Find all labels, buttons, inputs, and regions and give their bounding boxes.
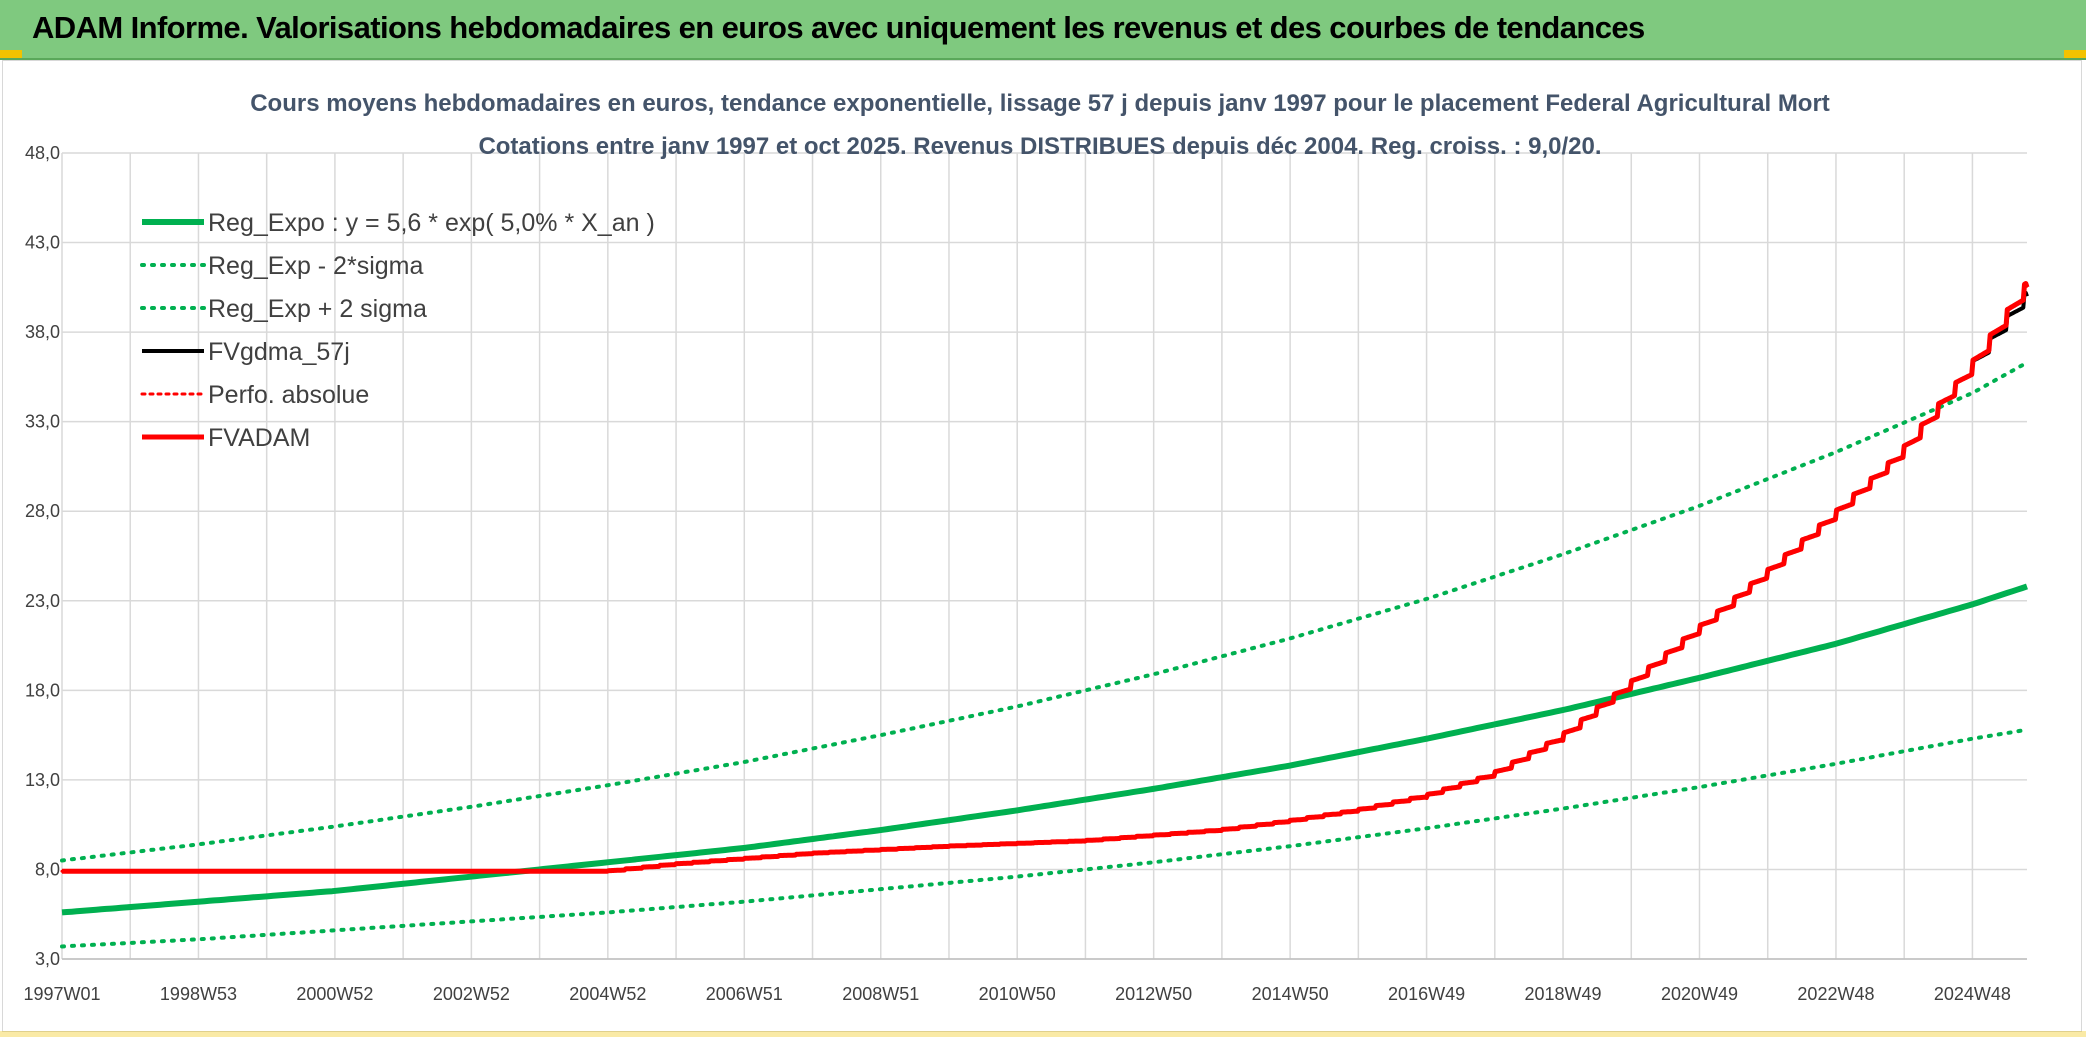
legend: Reg_Expo : y = 5,6 * exp( 5,0% * X_an ) R… <box>140 209 655 452</box>
x-tick-label: 2018W49 <box>1525 984 1602 1004</box>
y-tick-label: 18,0 <box>25 680 60 700</box>
x-tick-label: 2004W52 <box>569 984 646 1004</box>
legend-label: FVADAM <box>208 424 310 452</box>
x-tick-label: 1997W01 <box>23 984 100 1004</box>
y-tick-label: 48,0 <box>25 143 60 163</box>
x-tick-label: 1998W53 <box>160 984 237 1004</box>
legend-label: Reg_Exp - 2*sigma <box>208 252 423 280</box>
legend-label: FVgdma_57j <box>208 338 350 366</box>
y-tick-label: 33,0 <box>25 412 60 432</box>
x-tick-label: 2010W50 <box>979 984 1056 1004</box>
legend-label: Reg_Expo : y = 5,6 * exp( 5,0% * X_an ) <box>208 209 655 237</box>
y-tick-label: 8,0 <box>35 859 60 879</box>
y-tick-label: 3,0 <box>35 949 60 969</box>
x-tick-label: 2006W51 <box>706 984 783 1004</box>
x-axis: 1997W01 1998W53 2000W52 2002W52 2004W52 2006W… <box>23 984 2010 1004</box>
y-tick-label: 43,0 <box>25 233 60 253</box>
chart-subtitle: Cotations entre janv 1997 et oct 2025. R… <box>478 133 1601 160</box>
x-tick-label: 2016W49 <box>1388 984 1465 1004</box>
x-tick-label: 2008W51 <box>842 984 919 1004</box>
y-tick-label: 28,0 <box>25 501 60 521</box>
series-line-reg-expo <box>61 583 2028 916</box>
grid <box>61 152 2027 960</box>
chart-title: Cours moyens hebdomadaires en euros, ten… <box>250 90 1830 117</box>
series-line-reg-exp-2-sigma <box>60 727 2029 949</box>
x-tick-label: 2020W49 <box>1661 984 1738 1004</box>
x-tick-label: 2014W50 <box>1252 984 1329 1004</box>
x-tick-label: 2022W48 <box>1797 984 1874 1004</box>
series-line-fvadam <box>60 281 2030 874</box>
chart-frame <box>2 60 2082 1032</box>
y-tick-label: 38,0 <box>25 322 60 342</box>
series <box>60 281 2030 949</box>
x-tick-label: 2002W52 <box>433 984 510 1004</box>
legend-label: Perfo. absolue <box>208 381 369 409</box>
corner-accent-right <box>2064 50 2086 58</box>
x-tick-label: 2012W50 <box>1115 984 1192 1004</box>
series-line-reg-exp-2-sigma <box>60 360 2029 863</box>
corner-accent-left <box>0 50 22 58</box>
bottom-accent <box>0 1031 2086 1037</box>
page-title: ADAM Informe. Valorisations hebdomadaire… <box>32 10 1645 45</box>
header-banner: ADAM Informe. Valorisations hebdomadaire… <box>0 0 2086 60</box>
x-tick-label: 2000W52 <box>296 984 373 1004</box>
y-tick-label: 23,0 <box>25 591 60 611</box>
legend-label: Reg_Exp + 2 sigma <box>208 295 427 323</box>
y-tick-label: 13,0 <box>25 770 60 790</box>
y-axis: 3,0 8,0 13,0 18,0 23,0 28,0 33,0 38,0 43,0 48,0 <box>25 143 60 969</box>
x-tick-label: 2024W48 <box>1934 984 2011 1004</box>
series-line-fvgdma-57j <box>61 290 2029 874</box>
